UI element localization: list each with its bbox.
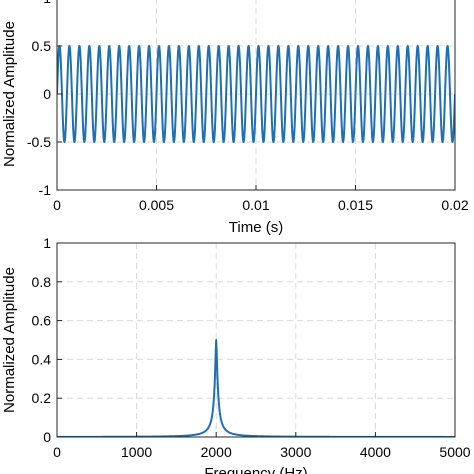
x-tick-label: 4000 bbox=[360, 444, 391, 460]
series-line bbox=[57, 45, 455, 143]
plot-area bbox=[57, 243, 455, 437]
x-tick-label: 0.005 bbox=[139, 197, 174, 213]
y-axis-label: Normalized Amplitude bbox=[1, 21, 18, 167]
y-tick-label: -0.5 bbox=[27, 134, 51, 150]
y-tick-label: 0.5 bbox=[32, 38, 52, 54]
y-tick-label: -1 bbox=[39, 182, 52, 198]
frequency-spectrum-plot: 0 1000 2000 3000 4000 5000 0 0.2 0.4 0.6 0.8 1 Frequ… bbox=[1, 235, 471, 474]
x-tick-label: 0.015 bbox=[338, 197, 373, 213]
axes-frame bbox=[56, 242, 456, 438]
x-tick-label: 2000 bbox=[201, 444, 232, 460]
y-tick-label: 1 bbox=[43, 0, 51, 6]
x-tick-label: 0.02 bbox=[441, 197, 468, 213]
x-tick-label: 5000 bbox=[439, 444, 470, 460]
x-tick-label: 3000 bbox=[280, 444, 311, 460]
time-domain-plot: 0 0.005 0.01 0.015 0.02 -1 -0.5 0 0.5 1 Time (s) No… bbox=[1, 0, 469, 236]
x-axis-label: Time (s) bbox=[229, 219, 283, 236]
y-tick-label: 0 bbox=[43, 86, 51, 102]
x-tick-label: 0.01 bbox=[242, 197, 269, 213]
y-tick-label: 0.6 bbox=[32, 313, 52, 329]
x-axis-label: Frequency (Hz) bbox=[204, 465, 307, 474]
y-tick-label: 0.4 bbox=[32, 351, 52, 367]
x-tick-label: 0 bbox=[53, 197, 61, 213]
y-tick-label: 1 bbox=[43, 235, 51, 251]
x-tick-label: 0 bbox=[53, 444, 61, 460]
y-axis-label: Normalized Amplitude bbox=[1, 267, 18, 413]
y-tick-label: 0.2 bbox=[32, 390, 52, 406]
y-tick-label: 0.8 bbox=[32, 274, 52, 290]
y-tick-label: 0 bbox=[43, 429, 51, 445]
x-tick-label: 1000 bbox=[121, 444, 152, 460]
